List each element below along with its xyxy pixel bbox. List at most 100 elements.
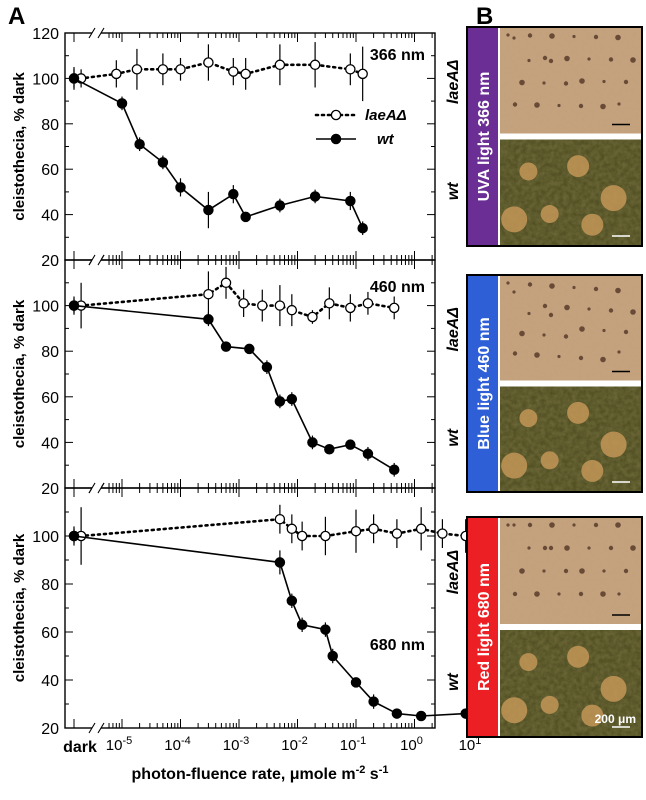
photo-panel-2: Blue light 460 nm laeAΔ wt (445, 274, 643, 493)
data-point-wt (388, 464, 400, 476)
cleistothecium-dot (617, 592, 621, 596)
data-point-laea (286, 523, 298, 535)
x-axis-label-sup2: -1 (379, 764, 389, 776)
light-band (468, 517, 498, 737)
cleistothecium-cluster (567, 401, 590, 424)
axis-break-mark (88, 722, 96, 734)
chart-a: 20 40 60 80 100 120 cleistothecia, % dark 366 n… (11, 26, 483, 756)
data-point-laea (368, 523, 379, 535)
data-point-laea (391, 528, 403, 539)
plot-panel-1: 20 40 60 80 100 120 cleistothecia, % dark 366 n… (11, 26, 436, 270)
cleistothecium-dot (617, 102, 621, 106)
data-point-wt (357, 222, 368, 234)
cleistothecium-cluster (519, 409, 538, 428)
x-tick-labels: dark 10-5 10-4 10-3 10-2 10-1 100 101 (63, 735, 481, 756)
panel-wavelength-label: 366 nm (370, 47, 425, 64)
cleistothecium-dot (579, 326, 585, 332)
cleistothecium-dot (608, 545, 614, 551)
cleistothecium-dot (617, 350, 621, 354)
cleistothecium-cluster (600, 431, 627, 458)
data-point-wt (415, 710, 427, 722)
data-point-laea (220, 277, 232, 289)
cleistothecium-dot (630, 545, 636, 551)
cleistothecium-dot (549, 522, 555, 528)
cleistothecium-dot (527, 282, 533, 287)
axis-break-mark (88, 482, 96, 494)
cleistothecium-dot (548, 312, 554, 318)
y-tick-label: 40 (41, 435, 59, 452)
axis-break-gap (92, 255, 101, 265)
x-tick-label: 10-1 (340, 735, 366, 754)
cleistothecium-dot (557, 592, 561, 596)
y-axis-label: cleistothecia, % dark (11, 533, 28, 682)
y-tick-label: 40 (41, 673, 59, 690)
cleistothecium-dot (527, 311, 531, 316)
cleistothecium-dot (593, 522, 599, 528)
data-point-wt (240, 211, 251, 223)
data-point-wt (68, 530, 80, 542)
row-label-wt: wt (445, 428, 462, 446)
data-point-wt (274, 557, 286, 568)
cleistothecium-dot (512, 351, 518, 356)
x-axis-label-sup1: -2 (356, 764, 366, 776)
data-point-laea (362, 298, 374, 309)
cleistothecium-cluster (581, 704, 604, 727)
y-tick-label: 60 (41, 162, 59, 179)
cleistothecium-dot (548, 58, 554, 64)
data-point-wt (220, 341, 232, 352)
y-tick-label: 20 (41, 481, 59, 498)
cleistothecium-cluster (519, 653, 538, 672)
data-point-laea (309, 59, 321, 71)
cleistothecium-cluster (501, 452, 528, 479)
cleistothecium-dot (587, 57, 591, 61)
data-point-wt (68, 300, 80, 311)
data-point-wt (350, 677, 362, 688)
cleistothecium-dot (615, 522, 621, 528)
cleistothecium-dot (600, 103, 606, 110)
data-point-wt (368, 696, 379, 707)
cleistothecium-dot (542, 545, 548, 551)
light-band-label: Red light 680 nm (476, 563, 493, 691)
y-tick-label: 100 (32, 71, 59, 88)
data-point-wt (175, 182, 186, 193)
cleistothecium-dot (623, 329, 629, 335)
y-tick-label: 20 (41, 721, 59, 738)
cleistothecium-dot (608, 57, 614, 62)
data-point-wt (228, 188, 239, 200)
data-point-laea (274, 513, 286, 525)
data-point-laea (307, 311, 318, 323)
cleistothecium-dot (587, 546, 591, 550)
cleistothecium-dot (564, 545, 570, 551)
data-point-laea (437, 528, 448, 539)
cleistothecium-dot (506, 33, 510, 37)
cleistothecium-dot (608, 308, 614, 313)
data-point-laea (415, 523, 427, 535)
cleistothecium-dot (549, 33, 555, 39)
micrograph-texture (500, 27, 642, 134)
cleistothecium-dot (557, 354, 561, 359)
cleistothecium-cluster (567, 645, 590, 668)
row-label-laea: laeAΔ (445, 59, 462, 104)
cleistothecium-dot (563, 81, 569, 86)
cleistothecium-cluster (600, 675, 627, 702)
cleistothecium-dot (579, 78, 585, 84)
x-tick-label: 10-5 (106, 735, 132, 754)
cleistothecium-dot (602, 328, 606, 333)
cleistothecium-dot (572, 523, 576, 527)
cleistothecium-cluster (540, 205, 559, 224)
data-point-wt (327, 650, 338, 662)
cleistothecium-dot (623, 568, 629, 574)
data-point-wt (286, 393, 298, 405)
data-point-laea (228, 66, 239, 77)
cleistothecium-cluster (581, 459, 604, 482)
plot-frame (64, 487, 436, 729)
cleistothecium-dot (578, 591, 584, 597)
axis-break-gap (92, 28, 101, 38)
cleistothecium-dot (534, 102, 540, 108)
cleistothecium-cluster (600, 185, 627, 212)
y-tick-label: 80 (41, 117, 59, 134)
photo-frame (466, 274, 643, 493)
x-axis-label-main: photon-fluence rate, μmole m (132, 766, 356, 783)
